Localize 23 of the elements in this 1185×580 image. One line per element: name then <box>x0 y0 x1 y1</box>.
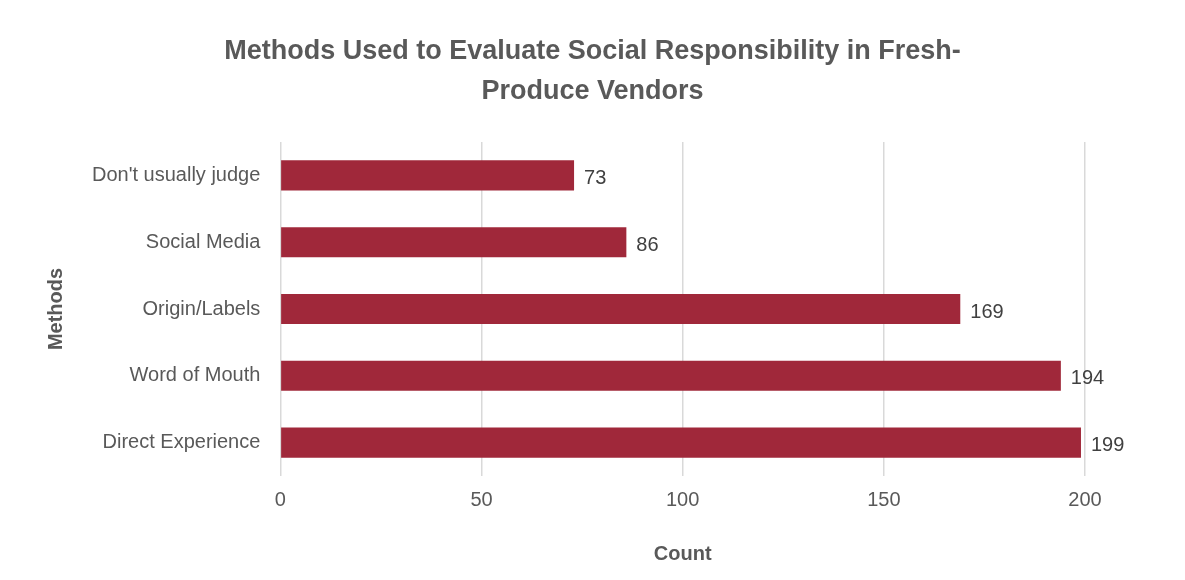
bar <box>281 160 575 191</box>
x-tick-label: 200 <box>1068 487 1102 510</box>
bar <box>281 227 627 258</box>
data-label: 86 <box>636 232 659 255</box>
y-tick-label: Social Media <box>145 229 262 252</box>
data-label: 169 <box>970 299 1004 322</box>
data-label: 199 <box>1090 433 1125 456</box>
bar <box>281 360 1061 391</box>
x-tick-label: 0 <box>274 487 286 510</box>
data-label: 73 <box>584 165 607 188</box>
chart-title: Methods Used to Evaluate Social Responsibility in Fresh-Produce Vendors <box>223 34 962 107</box>
x-tick-label: 50 <box>470 487 493 510</box>
x-axis-title: Count <box>653 541 712 564</box>
y-tick-label: Don't usually judge <box>91 162 261 185</box>
bar <box>281 427 1081 458</box>
data-label: 194 <box>1070 366 1105 389</box>
bar <box>281 293 961 325</box>
y-axis-title: Methods <box>43 267 66 351</box>
y-tick-label: Word of Mouth <box>129 363 261 386</box>
y-tick-label: Direct Experience <box>102 430 261 453</box>
x-tick-label: 100 <box>666 487 700 510</box>
y-tick-label: Origin/Labels <box>142 296 261 319</box>
x-tick-label: 150 <box>867 487 901 510</box>
